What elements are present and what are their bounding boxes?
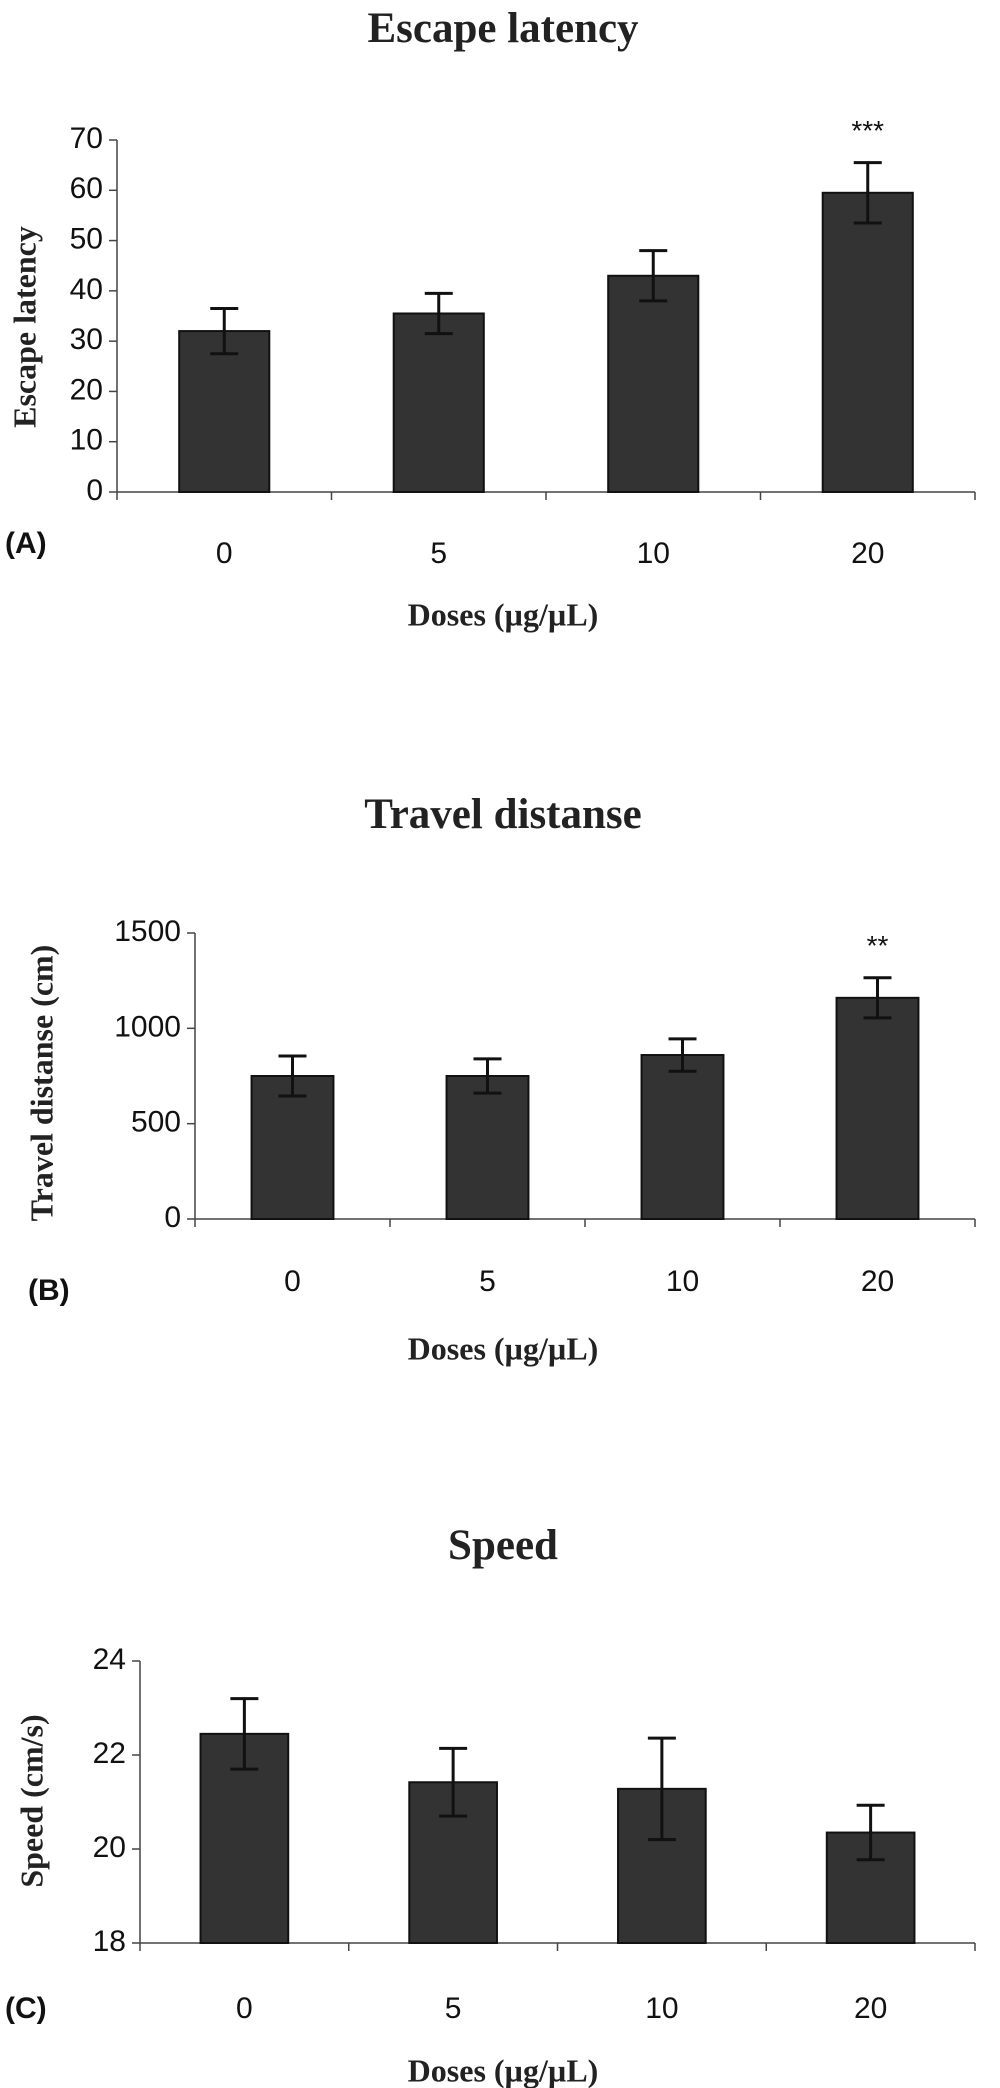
y-tick-label: 30 xyxy=(70,323,103,356)
panel-label: (C) xyxy=(5,1992,47,2025)
chart-panel-2: Speed 18 20 22 24 0 5 10 20 Doses (µg/µL) Speed (c… xyxy=(5,1522,976,2088)
y-tick-label: 24 xyxy=(93,1643,126,1676)
x-tick-label: 5 xyxy=(479,1265,496,1298)
x-tick-label: 20 xyxy=(854,1992,887,2025)
y-tick-label: 1500 xyxy=(114,915,181,948)
chart-panel-0: Escape latency 0 10 20 30 40 50 60 70 0 5 10 *** 20 Do… xyxy=(5,5,976,632)
y-tick-label: 40 xyxy=(70,273,103,306)
x-tick-label: 10 xyxy=(637,537,670,570)
x-tick-label: 20 xyxy=(861,1265,894,1298)
y-axis-label: Travel distanse (cm) xyxy=(23,945,59,1222)
y-tick-label: 60 xyxy=(70,172,103,205)
y-tick-label: 18 xyxy=(93,1925,126,1958)
significance-marker: ** xyxy=(867,930,889,961)
y-axis-label: Escape latency xyxy=(6,226,42,428)
x-axis-label: Doses (µg/µL) xyxy=(408,1330,599,1366)
x-tick-label: 0 xyxy=(236,1992,253,2025)
x-axis-label: Doses (µg/µL) xyxy=(408,2052,599,2088)
x-tick-label: 10 xyxy=(666,1265,699,1298)
significance-marker: *** xyxy=(851,115,884,146)
panel-label: (A) xyxy=(5,527,47,560)
y-tick-label: 22 xyxy=(93,1737,126,1770)
y-tick-label: 70 xyxy=(70,122,103,155)
bar-5 xyxy=(445,1075,530,1220)
y-tick-label: 50 xyxy=(70,222,103,255)
panel-label: (B) xyxy=(28,1274,70,1307)
x-tick-label: 0 xyxy=(216,537,233,570)
y-tick-label: 0 xyxy=(86,474,103,507)
bar-20 xyxy=(835,996,920,1220)
y-tick-label: 500 xyxy=(131,1106,181,1139)
y-tick-label: 0 xyxy=(164,1201,181,1234)
y-tick-label: 20 xyxy=(93,1831,126,1864)
x-tick-label: 10 xyxy=(645,1992,678,2025)
x-tick-label: 5 xyxy=(445,1992,462,2025)
chart-title: Speed xyxy=(448,1522,558,1569)
y-axis-label: Speed (cm/s) xyxy=(13,1714,49,1887)
bar-0 xyxy=(250,1075,335,1220)
bar-10 xyxy=(607,274,700,493)
x-tick-label: 0 xyxy=(284,1265,301,1298)
bar-5 xyxy=(392,312,485,493)
bar-20 xyxy=(821,191,914,494)
bar-0 xyxy=(178,330,271,494)
x-tick-label: 5 xyxy=(430,537,447,570)
y-tick-label: 1000 xyxy=(114,1010,181,1043)
chart-panel-1: Travel distanse 0 500 1000 1500 0 5 10 ** 20 Doses… xyxy=(23,791,976,1366)
y-tick-label: 20 xyxy=(70,373,103,406)
chart-title: Escape latency xyxy=(367,5,639,52)
x-tick-label: 20 xyxy=(851,537,884,570)
y-tick-label: 10 xyxy=(70,424,103,457)
x-axis-label: Doses (µg/µL) xyxy=(408,596,599,632)
chart-title: Travel distanse xyxy=(364,791,642,838)
bar-10 xyxy=(640,1054,725,1220)
